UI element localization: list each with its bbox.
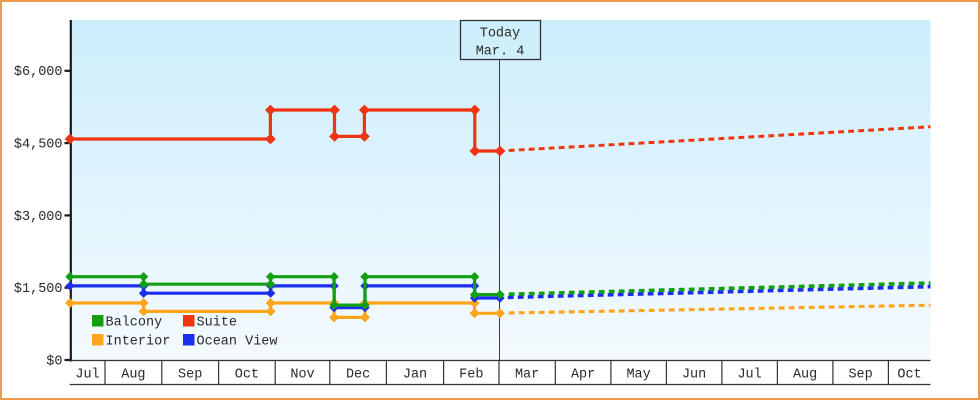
svg-text:$4,500: $4,500 xyxy=(14,138,63,153)
svg-text:Ocean View: Ocean View xyxy=(197,335,278,350)
svg-text:Today: Today xyxy=(480,27,521,42)
svg-text:Dec: Dec xyxy=(346,368,370,383)
svg-text:Jul: Jul xyxy=(737,368,761,383)
svg-text:Interior: Interior xyxy=(106,335,171,350)
svg-text:Oct: Oct xyxy=(897,368,921,383)
svg-text:Nov: Nov xyxy=(290,368,314,383)
svg-text:Aug: Aug xyxy=(121,368,145,383)
svg-text:May: May xyxy=(626,368,650,383)
svg-text:Sep: Sep xyxy=(848,368,872,383)
svg-text:$3,000: $3,000 xyxy=(14,210,63,225)
svg-text:Jan: Jan xyxy=(403,368,427,383)
svg-text:Aug: Aug xyxy=(793,368,817,383)
svg-text:$6,000: $6,000 xyxy=(14,65,63,80)
svg-text:Feb: Feb xyxy=(459,368,483,383)
svg-text:Mar. 4: Mar. 4 xyxy=(476,45,525,60)
svg-text:Apr: Apr xyxy=(571,368,595,383)
svg-text:Mar: Mar xyxy=(515,368,539,383)
svg-text:Jul: Jul xyxy=(75,368,99,383)
svg-text:$0: $0 xyxy=(46,354,62,369)
svg-text:$1,500: $1,500 xyxy=(14,282,63,297)
svg-text:Sep: Sep xyxy=(178,368,202,383)
svg-text:Jun: Jun xyxy=(682,368,706,383)
svg-text:Oct: Oct xyxy=(235,368,259,383)
svg-text:Balcony: Balcony xyxy=(106,316,163,331)
svg-text:Suite: Suite xyxy=(197,316,238,331)
